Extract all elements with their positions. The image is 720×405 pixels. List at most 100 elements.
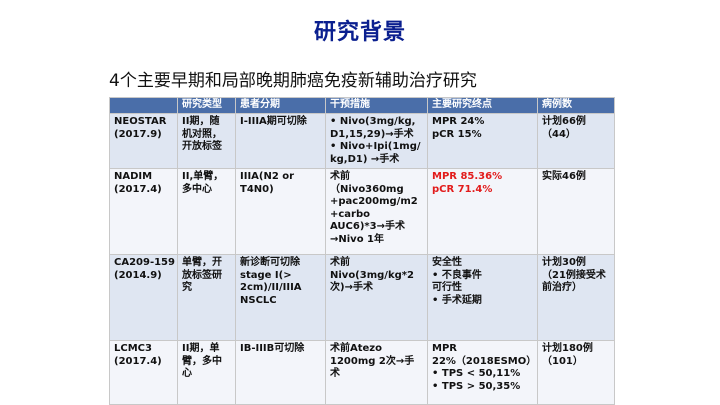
cell-text: • TPS < 50,11%	[432, 368, 521, 379]
cell-cases: 计划66例 （44）	[537, 113, 615, 169]
cell-text: pCR 15%	[432, 128, 482, 140]
header-stage: 患者分期	[235, 97, 326, 114]
cell-text: 术	[330, 368, 340, 379]
cell-text: 心	[182, 368, 192, 379]
cell-text: 计划180例	[542, 343, 593, 354]
cell-text: 22%（2018ESMO）	[432, 355, 537, 367]
cell-intervention: 术前 Nivo(3mg/kg*2 次)→手术	[325, 254, 428, 341]
cell-stage: I-IIIA期可切除	[235, 113, 326, 169]
cell-text: MPR 24%	[432, 116, 485, 127]
cell-text: 新诊断可切除	[240, 257, 300, 268]
cell-text: （Nivo360mg	[330, 183, 404, 195]
header-study	[109, 97, 178, 114]
cell-text: 实际46例	[542, 171, 586, 182]
cell-text: 机对照，	[182, 128, 222, 140]
cell-text: 安全性	[432, 257, 462, 268]
cell-text: 究	[182, 282, 192, 293]
cell-text: II期，随	[182, 116, 220, 127]
cell-study: NEOSTAR (2017.9)	[109, 113, 178, 169]
cell-text: 次)→手术	[330, 282, 373, 293]
cell-text: II期，单	[182, 343, 220, 354]
cell-design: 单臂，开 放标签研究	[177, 254, 236, 341]
cell-study: NADIM (2017.4)	[109, 168, 178, 255]
cell-text: 计划30例	[542, 257, 586, 268]
cell-endpoint: MPR 24% pCR 15%	[427, 113, 538, 169]
cell-text: IB-IIIB可切除	[240, 343, 305, 354]
cell-text: (2014.9)	[114, 269, 162, 281]
cell-text: （21例接受术	[542, 269, 606, 281]
cell-text: (2017.4)	[114, 183, 162, 195]
cell-text: +carbo	[330, 208, 371, 220]
cell-text: （44）	[542, 128, 576, 140]
cell-text: NSCLC	[240, 294, 277, 306]
cell-text: kg,D1) →手术	[330, 153, 400, 165]
cell-text: +pac200mg/m2	[330, 196, 418, 207]
cell-text: • TPS > 50,35%	[432, 380, 521, 392]
table-row: NADIM (2017.4) II,单臂， 多中心 IIIA(N2 or T4N0) 术前（…	[109, 168, 615, 255]
cell-design: II,单臂， 多中心	[177, 168, 236, 255]
cell-text: MPR	[432, 343, 457, 354]
cell-text: NEOSTAR	[114, 116, 167, 127]
header-cases: 病例数	[537, 97, 615, 114]
cell-text: CA209-159	[114, 257, 175, 268]
cell-endpoint: 安全性 • 不良事件 可行性 • 手术延期	[427, 254, 538, 341]
cell-text: 2cm)/II/IIIA	[240, 282, 302, 293]
cell-text: 可行性	[432, 282, 462, 293]
cell-text: 前治疗）	[542, 282, 582, 293]
header-intervention: 干预措施	[325, 97, 428, 114]
cell-intervention: • Nivo(3mg/kg, D1,15,29)→手术 • Nivo+Ipi(1mg…	[325, 113, 428, 169]
header-design: 研究类型	[177, 97, 236, 114]
cell-stage: IB-IIIB可切除	[235, 340, 326, 405]
cell-stage: 新诊断可切除 stage I(> 2cm)/II/IIIA NSCLC	[235, 254, 326, 341]
cell-intervention: 术前Atezo 1200mg 2次→手术	[325, 340, 428, 405]
cell-text: LCMC3	[114, 343, 152, 354]
cell-text: • 手术延期	[432, 294, 482, 306]
cell-text: AUC6)*3→手术	[330, 221, 405, 232]
header-endpoint: 主要研究终点	[427, 97, 538, 114]
cell-text: Nivo(3mg/kg*2	[330, 269, 414, 281]
study-table: 研究类型 患者分期 干预措施 主要研究终点 病例数 NEOSTAR (2017.9…	[109, 97, 615, 405]
table-body: NEOSTAR (2017.9) II期，随 机对照， 开放标签 I-IIIA期可切除 • …	[109, 113, 615, 405]
cell-text: (2017.4)	[114, 355, 162, 367]
cell-text: 术前	[330, 257, 350, 268]
cell-endpoint: MPR 22%（2018ESMO） • TPS < 50,11% • TPS > 50…	[427, 340, 538, 405]
cell-text: 臂，多中	[182, 355, 222, 367]
table-row: LCMC3 (2017.4) II期，单 臂，多中心 IB-IIIB可切除 术前Atezo…	[109, 340, 615, 405]
cell-text: MPR 85.36%	[432, 171, 503, 182]
cell-endpoint: MPR 85.36% pCR 71.4%	[427, 168, 538, 255]
cell-intervention: 术前 （Nivo360mg +pac200mg/m2 +carbo AUC6)*3→手术…	[325, 168, 428, 255]
cell-text: • 不良事件	[432, 269, 482, 281]
table-row: NEOSTAR (2017.9) II期，随 机对照， 开放标签 I-IIIA期可切除 • …	[109, 113, 615, 169]
cell-design: II期，单 臂，多中心	[177, 340, 236, 405]
cell-text: D1,15,29)→手术	[330, 128, 414, 140]
cell-text: I-IIIA期可切除	[240, 116, 307, 127]
cell-text: • Nivo+Ipi(1mg/	[330, 141, 421, 152]
table-row: CA209-159 (2014.9) 单臂，开 放标签研究新诊断可切除 stage I(…	[109, 254, 615, 341]
cell-text: pCR 71.4%	[432, 183, 493, 195]
slide-title: 研究背景	[313, 20, 406, 45]
cell-cases: 计划180例 （101）	[537, 340, 615, 405]
cell-text: 多中心	[182, 183, 212, 195]
cell-text: 1200mg 2次→手	[330, 355, 415, 367]
cell-text: →Nivo 1年	[330, 233, 385, 245]
cell-text: II,单臂，	[182, 171, 224, 182]
cell-cases: 实际46例	[537, 168, 615, 255]
cell-design: II期，随 机对照， 开放标签	[177, 113, 236, 169]
cell-text: （101）	[542, 355, 583, 367]
cell-text: T4N0)	[240, 183, 274, 195]
cell-text: 开放标签	[182, 141, 222, 152]
slide-subtitle: 4个主要早期和局部晚期肺癌免疫新辅助治疗研究	[109, 71, 477, 91]
cell-study: LCMC3 (2017.4)	[109, 340, 178, 405]
cell-text: 计划66例	[542, 116, 586, 127]
cell-text: NADIM	[114, 171, 153, 182]
cell-text: stage I(>	[240, 269, 292, 281]
cell-text: • Nivo(3mg/kg,	[330, 116, 416, 127]
cell-stage: IIIA(N2 or T4N0)	[235, 168, 326, 255]
cell-cases: 计划30例 （21例接受术 前治疗）	[537, 254, 615, 341]
cell-text: IIIA(N2 or	[240, 171, 295, 182]
cell-text: 放标签研	[182, 269, 222, 281]
cell-text: 术前	[330, 171, 350, 182]
cell-text: 单臂，开	[182, 257, 222, 268]
cell-text: (2017.9)	[114, 128, 162, 140]
cell-study: CA209-159 (2014.9)	[109, 254, 178, 341]
